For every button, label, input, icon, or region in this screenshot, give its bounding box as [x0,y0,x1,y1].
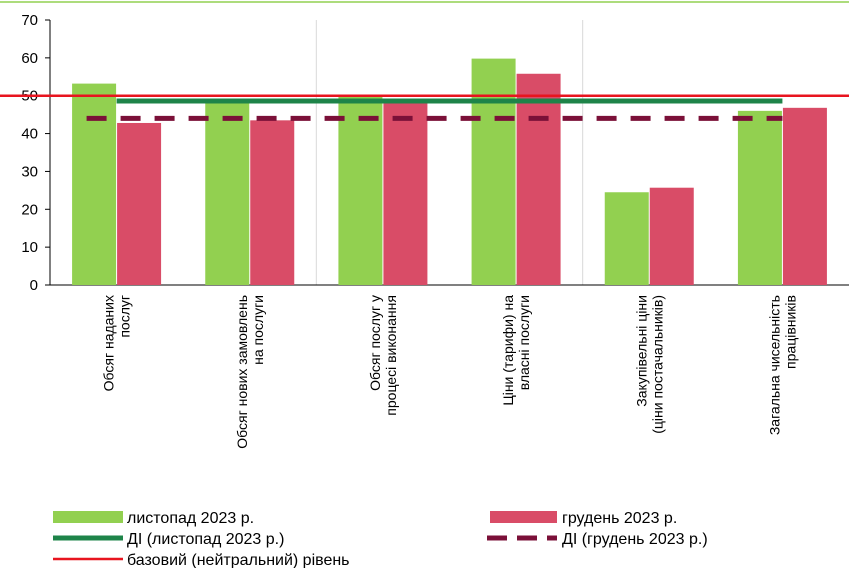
category-label-line: працівників [782,295,798,369]
legend-label-november: листопад 2023 р. [127,510,254,527]
y-tick-label: 10 [21,239,38,256]
y-tick-label: 40 [21,126,38,143]
bar-november [205,100,250,285]
category-label-line: Загальна чисельність [766,295,782,435]
category-label-line: Обсяг послуг у [367,295,383,391]
bar-december [516,73,561,285]
category-label-line: Ціни (тарифи) на [500,295,516,406]
category-label-line: (ціни постачальників) [649,295,665,434]
bar-december [250,120,295,285]
legend-swatch-december [490,511,557,523]
bar-december [782,107,827,285]
legend-label-neutral: базовий (нейтральний) рівень [127,552,350,568]
legend-label-di-december: ДІ (грудень 2023 р.) [562,531,708,548]
y-tick-label: 30 [21,163,38,180]
bar-november [604,192,649,285]
category-label-line: власні послуги [516,295,532,390]
bar-december [383,99,428,285]
category-label-line: Обсяг нових замовлень [234,295,250,449]
grid-lines [315,20,584,285]
category-labels: Обсяг наданих послуг Обсяг нових замовлень… [101,295,799,449]
bar-november [471,58,516,285]
category-label: Ціни (тарифи) на власні послуги [500,295,532,406]
y-tick-label: 60 [21,50,38,67]
category-label-line: Обсяг наданих [101,295,117,391]
bar-december [649,187,694,285]
category-label: Загальна чисельність працівників [766,295,798,435]
category-label: Обсяг нових замовлень на послуги [234,295,266,449]
axes [49,20,849,286]
bar-december [117,122,162,285]
bar-november [72,83,117,285]
category-label-line: послуг [117,295,133,338]
legend: листопад 2023 р. грудень 2023 р. ДІ (листо… [53,510,708,568]
legend-swatch-november [53,511,123,523]
bar-november [338,94,383,285]
legend-label-di-november: ДІ (листопад 2023 р.) [127,531,284,548]
y-tick-label: 20 [21,201,38,218]
category-label-line: Закупівельні ціни [633,295,649,407]
category-label: Обсяг послуг у процесі виконання [367,295,399,416]
category-label: Обсяг наданих послуг [101,295,133,391]
category-label-line: на послуги [250,295,266,365]
reference-lines [0,94,849,121]
category-label: Закупівельні ціни (ціни постачальників) [633,295,665,434]
legend-label-december: грудень 2023 р. [562,510,677,527]
y-tick-label: 70 [21,12,38,29]
category-label-line: процесі виконання [383,295,399,416]
bar-november [737,110,782,285]
y-tick-label: 0 [30,277,38,294]
bars [72,58,827,285]
